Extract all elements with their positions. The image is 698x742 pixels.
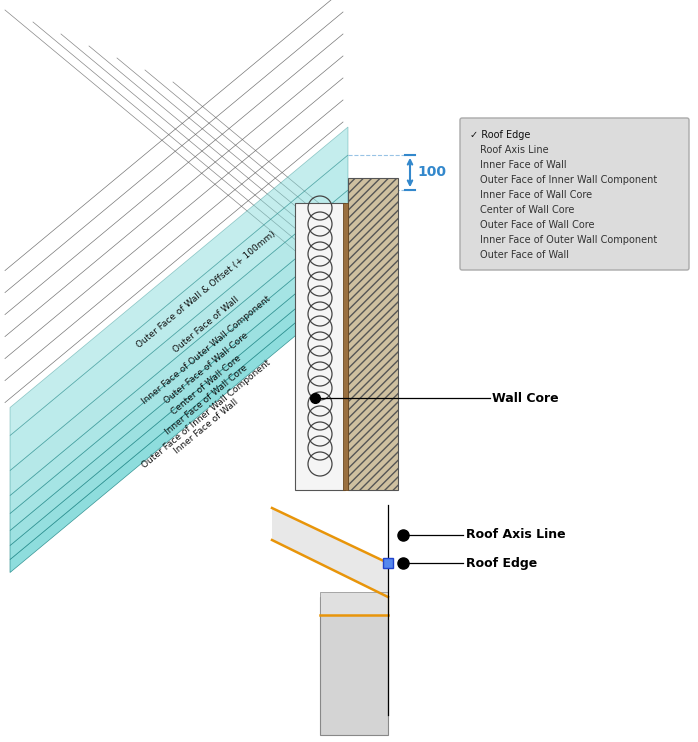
Text: Roof Axis Line: Roof Axis Line — [466, 528, 565, 542]
Polygon shape — [10, 155, 348, 470]
Text: Outer Face of Wall: Outer Face of Wall — [172, 295, 241, 355]
Polygon shape — [10, 250, 348, 545]
Text: 100: 100 — [417, 165, 446, 180]
Text: Inner Face of Outer Wall Component: Inner Face of Outer Wall Component — [140, 294, 272, 406]
Polygon shape — [272, 508, 388, 597]
Text: Inner Face of Outer Wall Component: Inner Face of Outer Wall Component — [480, 235, 658, 245]
Bar — [383, 558, 393, 568]
Polygon shape — [343, 203, 348, 490]
Text: Center of Wall Core: Center of Wall Core — [170, 353, 243, 416]
Text: Outer Face of Wall Core: Outer Face of Wall Core — [163, 330, 250, 405]
FancyBboxPatch shape — [460, 118, 689, 270]
Text: ✓ Roof Edge: ✓ Roof Edge — [470, 130, 530, 140]
Text: Roof Axis Line: Roof Axis Line — [480, 145, 549, 155]
Polygon shape — [10, 279, 348, 573]
Polygon shape — [10, 233, 348, 531]
Text: Inner Face of Wall Core: Inner Face of Wall Core — [163, 363, 249, 436]
Polygon shape — [348, 178, 398, 490]
Text: Roof Edge: Roof Edge — [466, 556, 537, 570]
Text: Inner Face of Wall: Inner Face of Wall — [480, 160, 567, 170]
Text: Center of Wall Core: Center of Wall Core — [480, 205, 574, 215]
Polygon shape — [320, 592, 388, 615]
Text: Wall Core: Wall Core — [492, 392, 558, 404]
Text: Outer Face of Wall: Outer Face of Wall — [480, 250, 569, 260]
Text: Outer Face of Wall & Offset (+ 100mm): Outer Face of Wall & Offset (+ 100mm) — [135, 229, 277, 350]
Polygon shape — [295, 203, 345, 490]
Polygon shape — [320, 597, 388, 735]
Polygon shape — [10, 127, 348, 436]
Polygon shape — [10, 265, 348, 559]
Text: Inner Face of Wall Core: Inner Face of Wall Core — [480, 190, 592, 200]
Polygon shape — [10, 190, 348, 496]
Text: Outer Face of Inner Wall Component: Outer Face of Inner Wall Component — [480, 175, 658, 185]
Text: Outer Face of Wall Core: Outer Face of Wall Core — [480, 220, 595, 230]
Text: Outer Face of Inner Wall Component: Outer Face of Inner Wall Component — [140, 358, 272, 470]
Polygon shape — [10, 215, 348, 513]
Text: Inner Face of Wall: Inner Face of Wall — [172, 398, 240, 456]
